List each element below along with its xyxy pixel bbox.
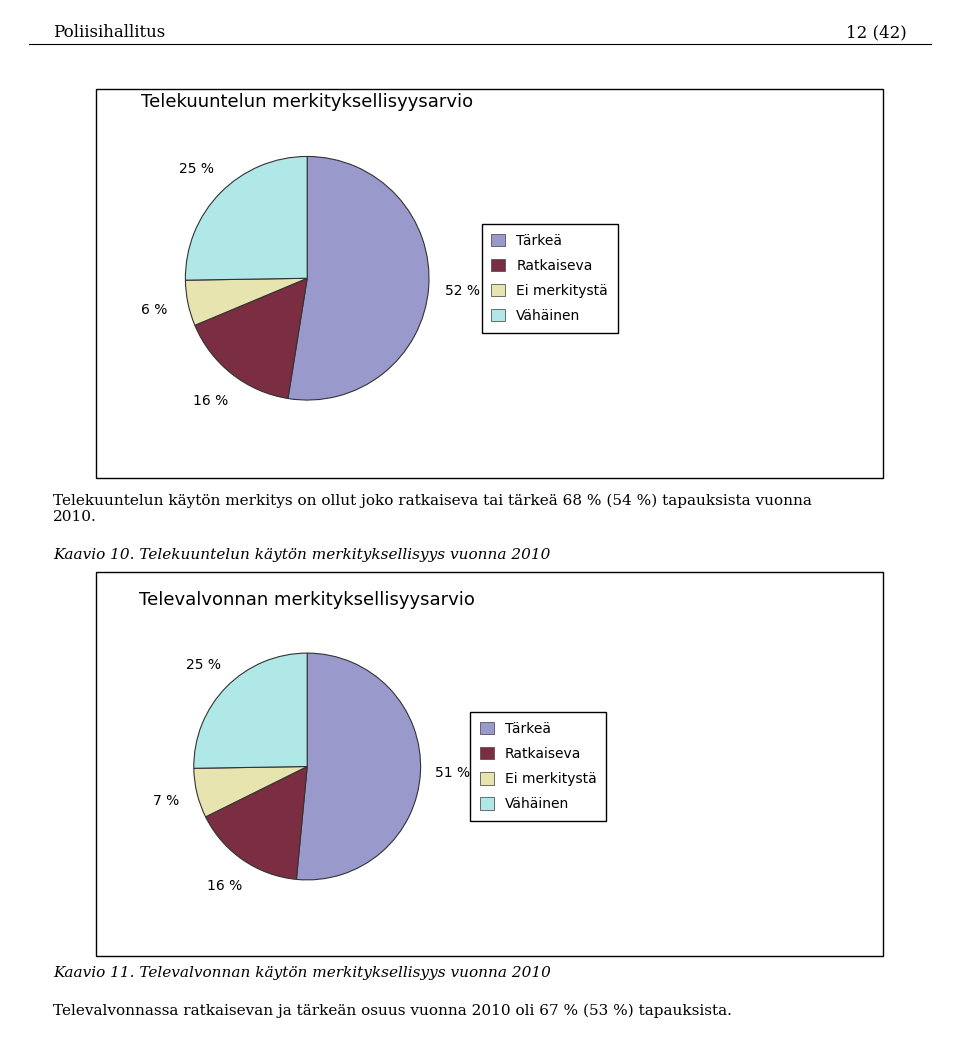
- Text: 52 %: 52 %: [445, 284, 480, 297]
- Title: Telekuuntelun merkityksellisyysarvio: Telekuuntelun merkityksellisyysarvio: [141, 92, 473, 110]
- Wedge shape: [288, 156, 429, 400]
- Text: 16 %: 16 %: [193, 394, 228, 407]
- Wedge shape: [205, 766, 307, 880]
- Text: Televalvonnassa ratkaisevan ja tärkeän osuus vuonna 2010 oli 67 % (53 %) tapauks: Televalvonnassa ratkaisevan ja tärkeän o…: [53, 1004, 732, 1018]
- Text: 7 %: 7 %: [153, 794, 180, 807]
- Wedge shape: [185, 278, 307, 326]
- Text: 12 (42): 12 (42): [847, 24, 907, 41]
- Wedge shape: [297, 653, 420, 880]
- Text: 16 %: 16 %: [207, 879, 243, 894]
- Text: Telekuuntelun käytön merkitys on ollut joko ratkaiseva tai tärkeä 68 % (54 %) ta: Telekuuntelun käytön merkitys on ollut j…: [53, 494, 811, 524]
- Wedge shape: [194, 653, 307, 769]
- Text: 6 %: 6 %: [141, 303, 168, 317]
- Wedge shape: [194, 766, 307, 817]
- Text: 25 %: 25 %: [179, 162, 213, 176]
- Text: Kaavio 11. Televalvonnan käytön merkityksellisyys vuonna 2010: Kaavio 11. Televalvonnan käytön merkityk…: [53, 966, 551, 980]
- Title: Televalvonnan merkityksellisyysarvio: Televalvonnan merkityksellisyysarvio: [139, 591, 475, 609]
- Text: 51 %: 51 %: [435, 766, 469, 780]
- Legend: Tärkeä, Ratkaiseva, Ei merkitystä, Vähäinen: Tärkeä, Ratkaiseva, Ei merkitystä, Vähäi…: [482, 224, 618, 333]
- Text: Kaavio 10. Telekuuntelun käytön merkityksellisyys vuonna 2010: Kaavio 10. Telekuuntelun käytön merkityk…: [53, 548, 550, 562]
- Wedge shape: [185, 156, 307, 280]
- Text: 25 %: 25 %: [186, 657, 221, 672]
- Legend: Tärkeä, Ratkaiseva, Ei merkitystä, Vähäinen: Tärkeä, Ratkaiseva, Ei merkitystä, Vähäi…: [470, 712, 607, 821]
- Wedge shape: [195, 278, 307, 399]
- Text: Poliisihallitus: Poliisihallitus: [53, 24, 165, 41]
